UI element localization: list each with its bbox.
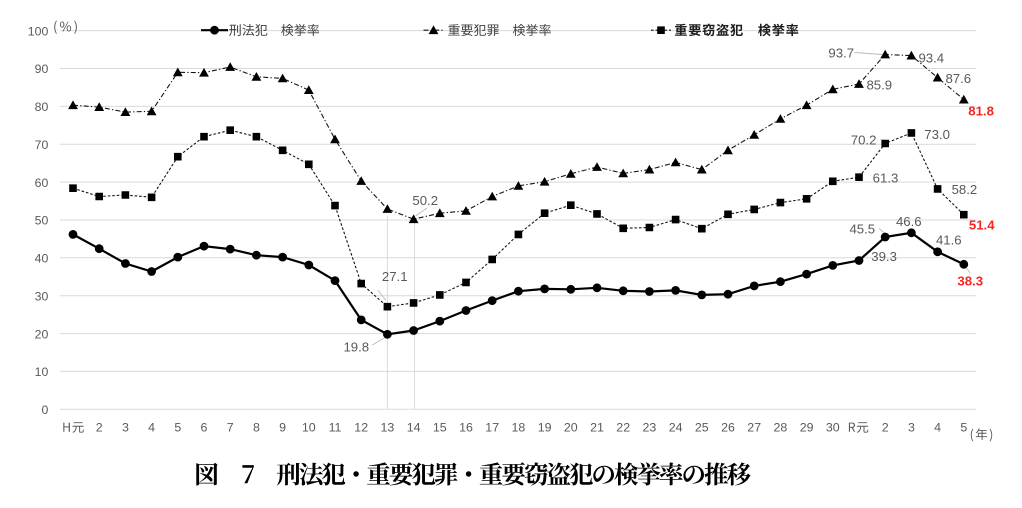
svg-text:80: 80 [35,100,49,114]
svg-text:25: 25 [695,420,709,434]
svg-text:22: 22 [616,420,630,434]
svg-text:3: 3 [122,420,129,434]
svg-text:7: 7 [227,420,234,434]
svg-text:85.9: 85.9 [866,78,892,93]
svg-text:93.4: 93.4 [918,51,944,66]
svg-text:70: 70 [35,138,49,152]
svg-text:23: 23 [643,420,657,434]
svg-text:10: 10 [302,420,316,434]
svg-text:2: 2 [882,420,889,434]
svg-text:30: 30 [826,420,840,434]
svg-text:50: 50 [35,214,49,228]
svg-text:73.0: 73.0 [924,127,950,142]
svg-text:30: 30 [35,289,49,303]
svg-text:9: 9 [279,420,286,434]
svg-text:58.2: 58.2 [952,182,978,197]
svg-text:12: 12 [354,420,368,434]
svg-text:20: 20 [35,327,49,341]
svg-text:61.3: 61.3 [873,171,899,186]
svg-text:87.6: 87.6 [945,71,971,86]
svg-text:26: 26 [721,420,735,434]
svg-text:39.3: 39.3 [871,249,897,264]
svg-text:6: 6 [201,420,208,434]
svg-text:8: 8 [253,420,260,434]
svg-text:17: 17 [485,420,499,434]
svg-text:28: 28 [774,420,788,434]
svg-text:40: 40 [35,252,49,266]
svg-text:60: 60 [35,176,49,190]
svg-text:11: 11 [329,420,342,434]
svg-text:27: 27 [747,420,761,434]
svg-text:29: 29 [800,420,814,434]
svg-text:5: 5 [960,420,967,434]
svg-text:5: 5 [174,420,181,434]
svg-text:18: 18 [512,420,526,434]
svg-text:38.3: 38.3 [957,274,983,289]
svg-text:90: 90 [35,62,49,76]
svg-text:27.1: 27.1 [382,269,408,284]
svg-text:10: 10 [35,365,49,379]
svg-text:4: 4 [148,420,155,434]
svg-text:15: 15 [433,420,447,434]
svg-text:20: 20 [564,420,578,434]
svg-text:93.7: 93.7 [828,45,854,60]
svg-text:3: 3 [908,420,915,434]
svg-text:2: 2 [96,420,103,434]
svg-text:4: 4 [934,420,941,434]
svg-text:19.8: 19.8 [343,339,369,354]
svg-text:14: 14 [407,420,421,434]
svg-text:16: 16 [459,420,473,434]
svg-text:81.8: 81.8 [968,104,994,119]
svg-text:24: 24 [669,420,683,434]
svg-text:50.2: 50.2 [412,193,438,208]
svg-text:100: 100 [28,24,49,38]
svg-text:46.6: 46.6 [896,214,922,229]
svg-text:13: 13 [381,420,395,434]
svg-text:0: 0 [41,403,48,417]
svg-text:21: 21 [590,420,604,434]
svg-text:70.2: 70.2 [851,132,877,147]
svg-text:45.5: 45.5 [849,222,875,237]
svg-text:41.6: 41.6 [936,232,962,247]
svg-text:19: 19 [538,420,552,434]
svg-text:51.4: 51.4 [969,217,995,232]
